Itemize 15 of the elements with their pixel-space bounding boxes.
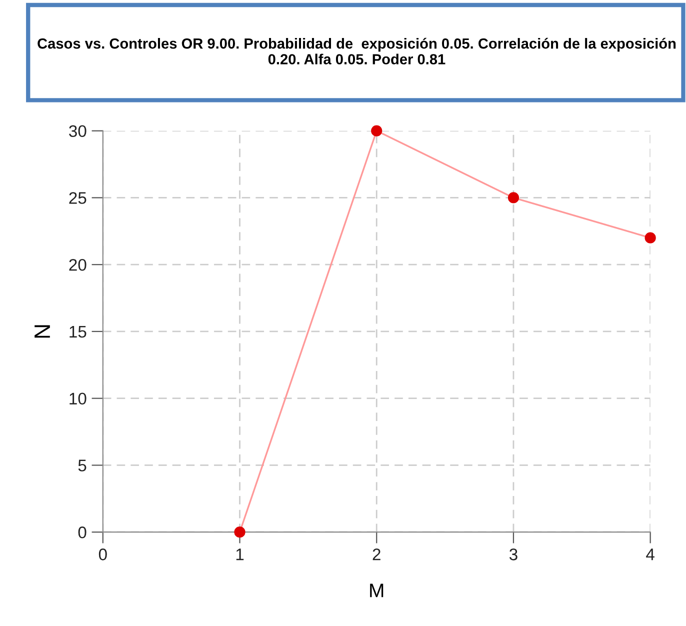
y-tick-label: 25	[69, 192, 86, 204]
y-tick-label: 30	[69, 125, 86, 138]
x-tick-label: 0	[98, 548, 107, 560]
x-tick-label: 1	[236, 548, 244, 560]
x-axis-title: M	[370, 584, 384, 598]
x-tick-label: 2	[372, 548, 380, 560]
x-tick-label: 3	[509, 548, 518, 560]
x-tick-label: 4	[646, 548, 654, 560]
y-tick-label: 10	[70, 392, 86, 405]
y-tick-label: 0	[78, 526, 86, 538]
chart-title: Casos vs. Controles OR 9.00. Probabilidad de exposición 0.05. Correlación de la exposición 0.20. Alfa 0.05. Poder 0.81	[38, 38, 676, 64]
y-tick-label: 15	[70, 326, 86, 338]
y-axis-title: N	[34, 325, 50, 338]
y-tick-label: 20	[69, 258, 86, 271]
y-tick-label: 5	[78, 460, 86, 472]
